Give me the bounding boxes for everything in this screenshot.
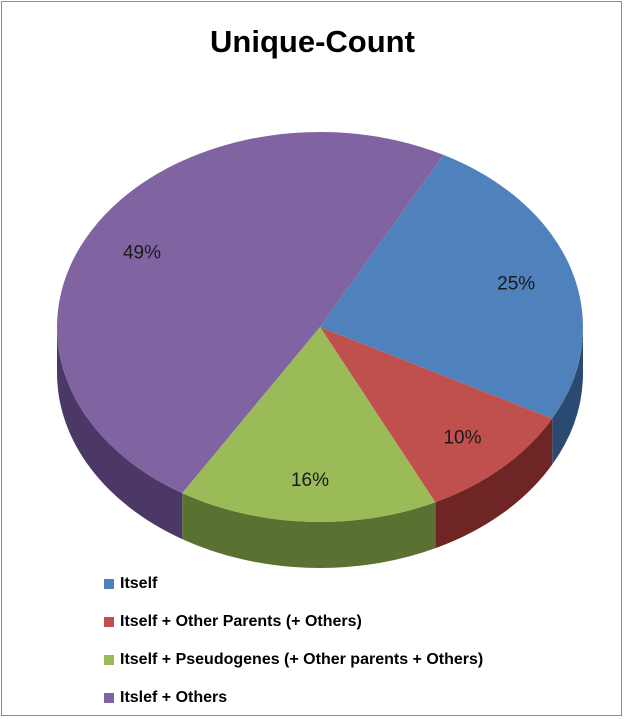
data-label-0: 25% xyxy=(497,274,535,295)
legend-label-3: Itslef + Others xyxy=(120,689,228,706)
chart-title: Unique-Count xyxy=(210,24,415,59)
pie-slice-0 xyxy=(320,154,583,419)
pie-slice-1 xyxy=(320,327,553,503)
legend-swatch-1 xyxy=(104,617,114,627)
data-label-3: 49% xyxy=(123,242,161,263)
data-label-2: 16% xyxy=(291,470,329,491)
legend-label-2: Itself + Pseudogenes (+ Other parents + … xyxy=(120,651,484,668)
legend-item-1: Itself + Other Parents (+ Others) xyxy=(104,603,483,641)
legend-label-0: Itself xyxy=(120,575,158,592)
pie-labels: 25% 10% 16% 49% xyxy=(123,242,535,491)
legend-swatch-0 xyxy=(104,579,114,589)
pie-slice-2 xyxy=(182,327,436,522)
data-label-1: 10% xyxy=(443,427,481,448)
pie-side-2 xyxy=(182,493,436,568)
pie-side-0 xyxy=(552,327,583,465)
legend-swatch-3 xyxy=(104,693,114,703)
pie-sides xyxy=(57,327,583,568)
legend-label-1: Itself + Other Parents (+ Others) xyxy=(120,613,362,630)
pie-side-3 xyxy=(57,327,183,540)
legend: Itself Itself + Other Parents (+ Others) I… xyxy=(104,565,483,717)
pie-slice-3 xyxy=(57,132,444,494)
legend-item-3: Itslef + Others xyxy=(104,679,483,717)
pie-side-1 xyxy=(435,418,553,549)
pie-top xyxy=(57,132,583,522)
legend-item-0: Itself xyxy=(104,565,483,603)
legend-item-2: Itself + Pseudogenes (+ Other parents + … xyxy=(104,641,483,679)
legend-swatch-2 xyxy=(104,655,114,665)
